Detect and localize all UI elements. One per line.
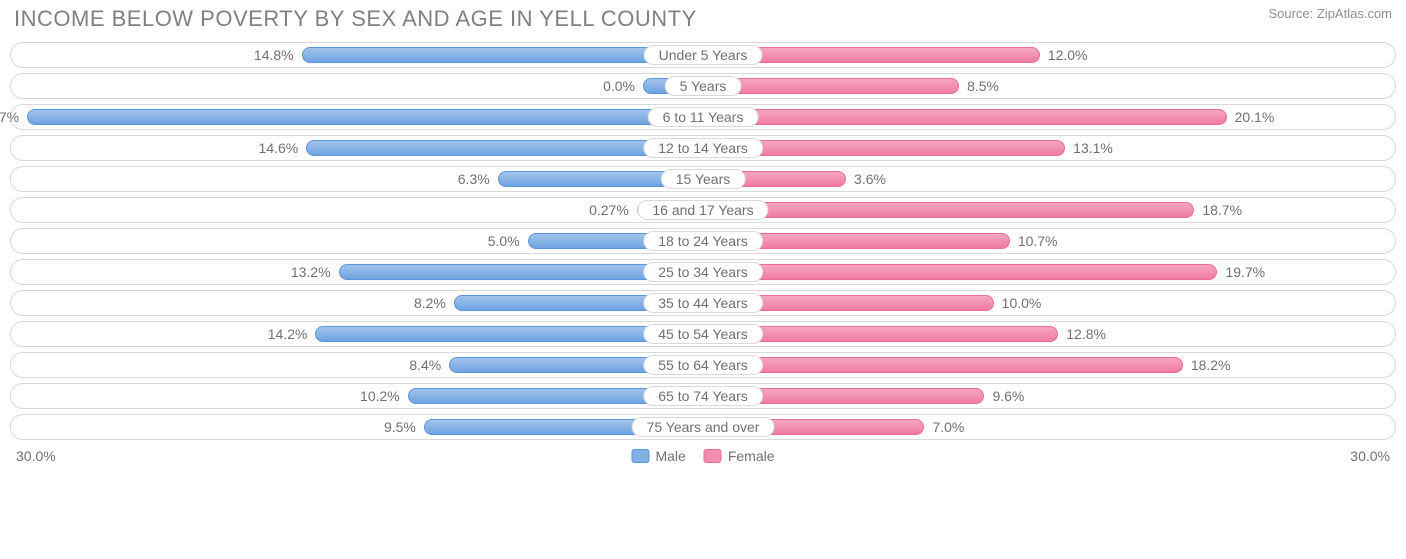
row-half-female: 3.6% — [703, 167, 1395, 191]
bar-female — [703, 78, 959, 94]
bar-female — [703, 357, 1183, 373]
row-half-male: 26.7% — [11, 105, 703, 129]
row-half-male: 13.2% — [11, 260, 703, 284]
row-half-male: 8.4% — [11, 353, 703, 377]
row-half-male: 9.5% — [11, 415, 703, 439]
value-label-female: 8.5% — [967, 74, 999, 98]
legend-swatch-male — [631, 449, 649, 463]
value-label-male: 13.2% — [291, 260, 331, 284]
legend-male: Male — [631, 448, 685, 464]
row-half-male: 5.0% — [11, 229, 703, 253]
row-half-female: 20.1% — [703, 105, 1395, 129]
category-label: 75 Years and over — [632, 417, 775, 437]
chart-source: Source: ZipAtlas.com — [1268, 6, 1392, 21]
row-half-male: 14.6% — [11, 136, 703, 160]
chart-row: 5.0% 10.7% 18 to 24 Years — [10, 228, 1396, 254]
chart-footer: 30.0% 30.0% Male Female — [10, 448, 1396, 474]
row-half-female: 12.0% — [703, 43, 1395, 67]
value-label-female: 13.1% — [1073, 136, 1113, 160]
chart-header: INCOME BELOW POVERTY BY SEX AND AGE IN Y… — [10, 6, 1396, 32]
chart-row: 14.8% 12.0% Under 5 Years — [10, 42, 1396, 68]
value-label-female: 3.6% — [854, 167, 886, 191]
value-label-female: 18.7% — [1202, 198, 1242, 222]
row-half-female: 19.7% — [703, 260, 1395, 284]
row-half-female: 12.8% — [703, 322, 1395, 346]
category-label: 12 to 14 Years — [643, 138, 763, 158]
chart-row: 6.3% 3.6% 15 Years — [10, 166, 1396, 192]
category-label: 18 to 24 Years — [643, 231, 763, 251]
value-label-female: 20.1% — [1235, 105, 1275, 129]
chart-legend: Male Female — [631, 448, 774, 464]
row-half-female: 7.0% — [703, 415, 1395, 439]
chart-row: 9.5% 7.0% 75 Years and over — [10, 414, 1396, 440]
row-half-male: 0.0% — [11, 74, 703, 98]
category-label: 65 to 74 Years — [643, 386, 763, 406]
chart-row: 26.7% 20.1% 6 to 11 Years — [10, 104, 1396, 130]
chart-row: 13.2% 19.7% 25 to 34 Years — [10, 259, 1396, 285]
legend-label-male: Male — [655, 448, 685, 464]
category-label: 25 to 34 Years — [643, 262, 763, 282]
value-label-male: 5.0% — [488, 229, 520, 253]
chart-title: INCOME BELOW POVERTY BY SEX AND AGE IN Y… — [14, 6, 697, 32]
value-label-female: 10.0% — [1002, 291, 1042, 315]
value-label-female: 7.0% — [932, 415, 964, 439]
value-label-male: 26.7% — [0, 105, 19, 129]
chart-row: 0.0% 8.5% 5 Years — [10, 73, 1396, 99]
chart-row: 8.4% 18.2% 55 to 64 Years — [10, 352, 1396, 378]
value-label-male: 8.2% — [414, 291, 446, 315]
category-label: 55 to 64 Years — [643, 355, 763, 375]
chart-row: 14.2% 12.8% 45 to 54 Years — [10, 321, 1396, 347]
value-label-male: 14.8% — [254, 43, 294, 67]
value-label-female: 12.8% — [1066, 322, 1106, 346]
value-label-female: 10.7% — [1018, 229, 1058, 253]
chart-row: 10.2% 9.6% 65 to 74 Years — [10, 383, 1396, 409]
value-label-male: 8.4% — [409, 353, 441, 377]
row-half-female: 10.7% — [703, 229, 1395, 253]
category-label: 16 and 17 Years — [637, 200, 768, 220]
row-half-male: 6.3% — [11, 167, 703, 191]
category-label: 45 to 54 Years — [643, 324, 763, 344]
row-half-male: 8.2% — [11, 291, 703, 315]
row-half-female: 13.1% — [703, 136, 1395, 160]
chart-row: 8.2% 10.0% 35 to 44 Years — [10, 290, 1396, 316]
value-label-female: 18.2% — [1191, 353, 1231, 377]
bar-female — [703, 202, 1194, 218]
row-half-female: 18.7% — [703, 198, 1395, 222]
category-label: Under 5 Years — [644, 45, 763, 65]
value-label-female: 12.0% — [1048, 43, 1088, 67]
bar-male — [27, 109, 703, 125]
chart-container: INCOME BELOW POVERTY BY SEX AND AGE IN Y… — [0, 0, 1406, 559]
value-label-female: 9.6% — [992, 384, 1024, 408]
row-half-female: 10.0% — [703, 291, 1395, 315]
category-label: 15 Years — [661, 169, 746, 189]
value-label-male: 14.2% — [268, 322, 308, 346]
category-label: 6 to 11 Years — [648, 107, 759, 127]
row-half-male: 0.27% — [11, 198, 703, 222]
chart-row: 14.6% 13.1% 12 to 14 Years — [10, 135, 1396, 161]
value-label-male: 14.6% — [259, 136, 299, 160]
chart-rows: 14.8% 12.0% Under 5 Years 0.0% 8.5% 5 Years 26… — [10, 42, 1396, 440]
legend-label-female: Female — [728, 448, 775, 464]
bar-female — [703, 109, 1227, 125]
row-half-female: 8.5% — [703, 74, 1395, 98]
legend-female: Female — [704, 448, 775, 464]
value-label-male: 6.3% — [458, 167, 490, 191]
chart-row: 0.27% 18.7% 16 and 17 Years — [10, 197, 1396, 223]
category-label: 5 Years — [665, 76, 742, 96]
axis-max-right: 30.0% — [1350, 448, 1390, 464]
category-label: 35 to 44 Years — [643, 293, 763, 313]
row-half-female: 9.6% — [703, 384, 1395, 408]
row-half-male: 14.2% — [11, 322, 703, 346]
row-half-male: 10.2% — [11, 384, 703, 408]
value-label-male: 0.0% — [603, 74, 635, 98]
value-label-female: 19.7% — [1225, 260, 1265, 284]
value-label-male: 9.5% — [384, 415, 416, 439]
bar-female — [703, 264, 1217, 280]
row-half-male: 14.8% — [11, 43, 703, 67]
value-label-male: 0.27% — [589, 198, 629, 222]
value-label-male: 10.2% — [360, 384, 400, 408]
row-half-female: 18.2% — [703, 353, 1395, 377]
axis-max-left: 30.0% — [16, 448, 56, 464]
legend-swatch-female — [704, 449, 722, 463]
